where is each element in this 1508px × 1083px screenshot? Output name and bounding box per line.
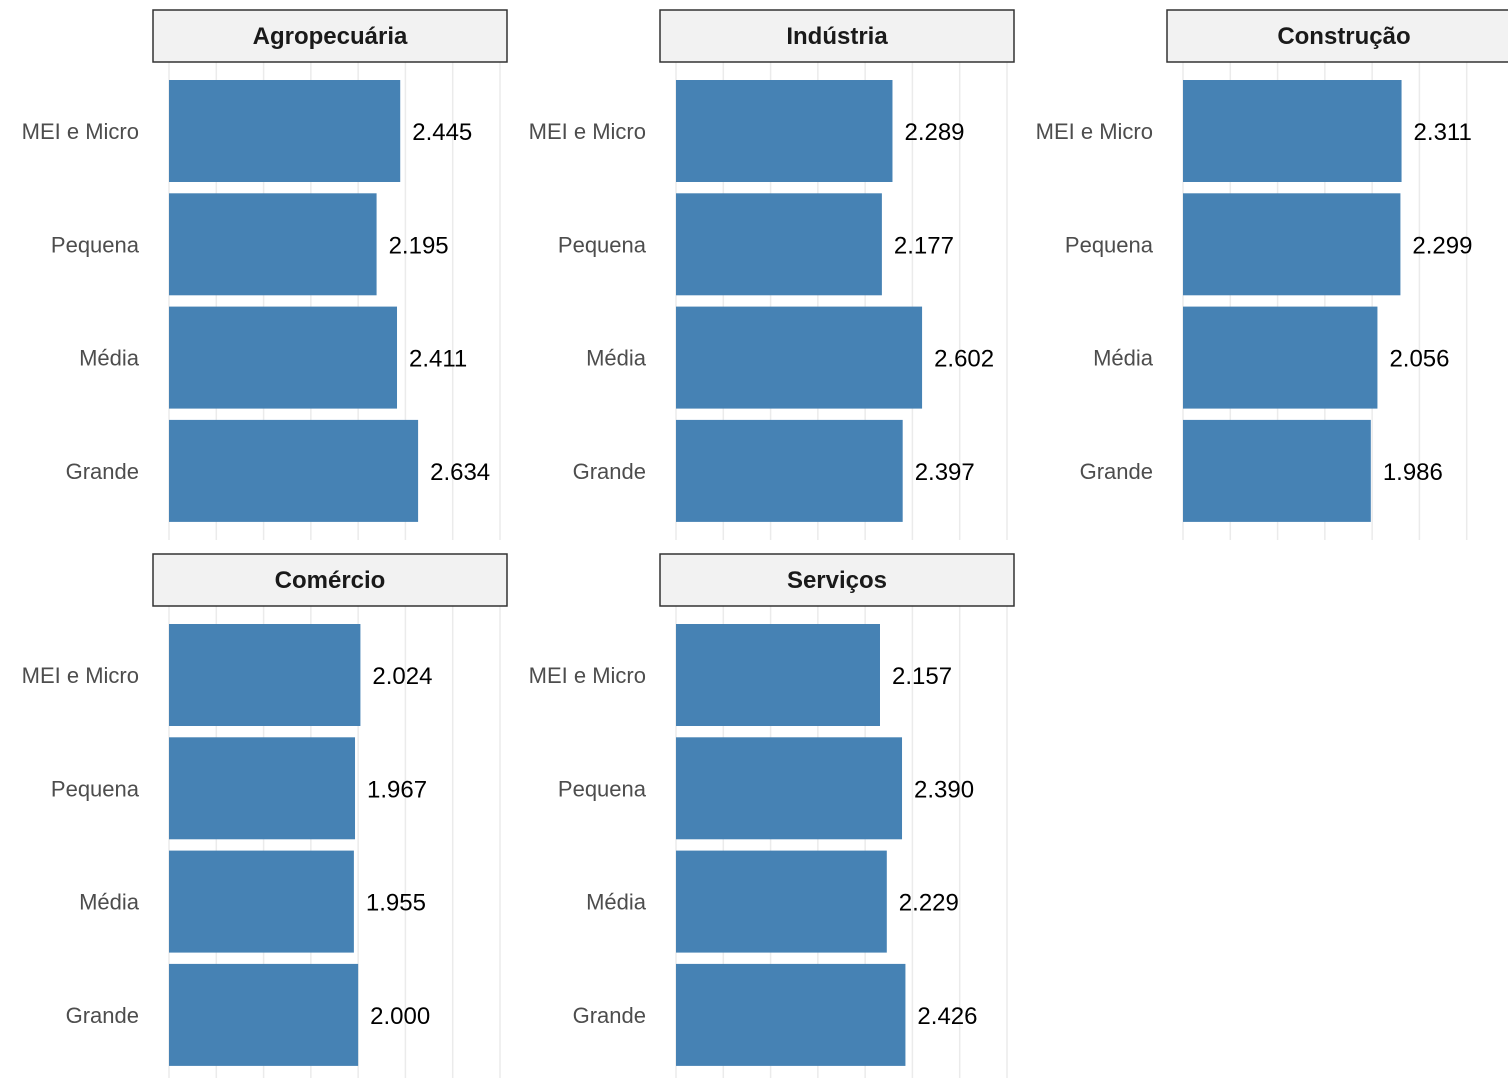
value-label: 2.000 xyxy=(370,1003,430,1030)
value-label: 1.986 xyxy=(1383,459,1443,486)
facet-panel: Agropecuária MEI e Micro 2.445 Pequena 2.195… xyxy=(22,9,508,540)
bar xyxy=(169,193,377,296)
category-label: Pequena xyxy=(51,776,140,801)
facet-strip xyxy=(659,553,1015,607)
value-label: 2.634 xyxy=(430,459,490,486)
value-label: 2.445 xyxy=(412,119,472,146)
facet-strip xyxy=(152,553,508,607)
value-label: 1.955 xyxy=(366,890,426,917)
category-label: Média xyxy=(586,346,647,371)
category-label: MEI e Micro xyxy=(22,119,139,144)
bar xyxy=(676,737,903,840)
value-label: 2.229 xyxy=(899,890,959,917)
bar xyxy=(1183,419,1371,522)
facet-title: Comércio xyxy=(275,567,386,594)
bar xyxy=(676,850,887,953)
facet-strip xyxy=(659,9,1015,63)
category-label: Grande xyxy=(1080,459,1153,484)
value-label: 2.390 xyxy=(914,776,974,803)
facet-title: Indústria xyxy=(786,23,888,50)
value-label: 2.157 xyxy=(892,663,952,690)
category-label: MEI e Micro xyxy=(1036,119,1153,144)
facet-title: Serviços xyxy=(787,567,887,594)
category-label: Média xyxy=(79,890,140,915)
value-label: 2.397 xyxy=(915,459,975,486)
bar xyxy=(1183,306,1378,409)
facet-strip xyxy=(152,9,508,63)
value-label: 1.967 xyxy=(367,776,427,803)
category-label: Grande xyxy=(573,1003,646,1028)
value-label: 2.289 xyxy=(904,119,964,146)
value-label: 2.177 xyxy=(894,232,954,259)
value-label: 2.411 xyxy=(409,346,467,373)
category-label: Grande xyxy=(66,459,139,484)
value-label: 2.299 xyxy=(1412,232,1472,259)
category-label: MEI e Micro xyxy=(529,663,646,688)
facet-title: Agropecuária xyxy=(253,23,408,50)
value-label: 2.602 xyxy=(934,346,994,373)
value-label: 2.426 xyxy=(917,1003,977,1030)
value-label: 2.056 xyxy=(1389,346,1449,373)
category-label: Média xyxy=(586,890,647,915)
bar xyxy=(676,419,903,522)
bar xyxy=(1183,193,1401,296)
bar xyxy=(169,624,361,726)
bar xyxy=(169,306,398,409)
value-label: 2.024 xyxy=(372,663,432,690)
bar xyxy=(676,306,923,409)
bar xyxy=(676,624,880,726)
bar xyxy=(169,963,359,1066)
bar xyxy=(1183,80,1402,182)
facet-panel: Indústria MEI e Micro 2.289 Pequena 2.177 Méd… xyxy=(529,9,1015,540)
category-label: Grande xyxy=(66,1003,139,1028)
bar xyxy=(676,80,893,182)
value-label: 2.311 xyxy=(1414,119,1472,146)
bar xyxy=(676,963,906,1066)
category-label: Pequena xyxy=(558,776,647,801)
bar xyxy=(169,80,401,182)
bar xyxy=(169,850,354,953)
category-label: Pequena xyxy=(558,232,647,257)
category-label: Média xyxy=(79,346,140,371)
category-label: MEI e Micro xyxy=(529,119,646,144)
category-label: MEI e Micro xyxy=(22,663,139,688)
bar xyxy=(169,737,356,840)
facet-panel: Comércio MEI e Micro 2.024 Pequena 1.967 Médi… xyxy=(22,553,508,1078)
category-label: Pequena xyxy=(1065,232,1154,257)
bar xyxy=(676,193,882,296)
facet-title: Construção xyxy=(1277,23,1410,50)
bar xyxy=(169,419,419,522)
facet-panel: Serviços MEI e Micro 2.157 Pequena 2.390 Médi… xyxy=(529,553,1015,1078)
category-label: Pequena xyxy=(51,232,140,257)
facet-strip xyxy=(1166,9,1508,63)
value-label: 2.195 xyxy=(389,232,449,259)
facet-panel: Construção MEI e Micro 2.311 Pequena 2.299 Mé… xyxy=(1036,9,1508,540)
category-label: Média xyxy=(1093,346,1154,371)
category-label: Grande xyxy=(573,459,646,484)
